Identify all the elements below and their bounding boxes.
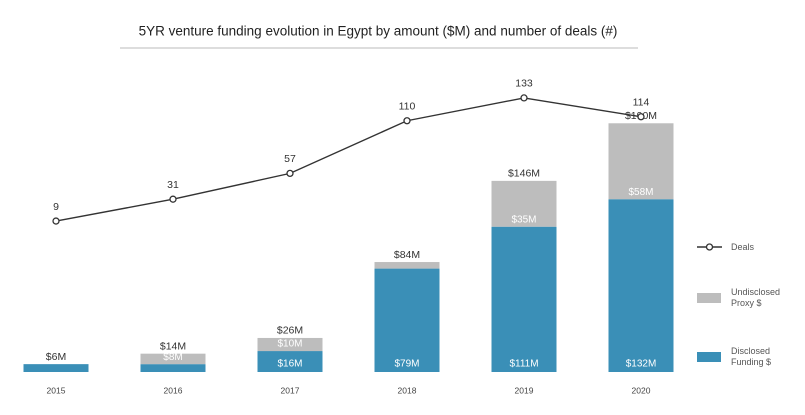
deals-point xyxy=(169,195,177,203)
deals-line xyxy=(55,97,642,222)
total-label: $26M xyxy=(277,325,303,337)
bar-segment xyxy=(23,364,89,372)
deals-label: 133 xyxy=(515,78,533,90)
deals-label: 9 xyxy=(53,201,59,213)
bar-segment xyxy=(257,337,323,352)
bar-segment xyxy=(491,180,557,227)
bar-segment xyxy=(140,353,206,365)
legend-swatch xyxy=(697,352,721,362)
deals-label: 57 xyxy=(284,153,296,165)
total-label: $146M xyxy=(508,168,540,180)
total-label: $84M xyxy=(394,249,420,261)
x-tick-label: 2018 xyxy=(398,385,417,395)
x-tick-label: 2019 xyxy=(515,385,534,395)
legend-label: Deals xyxy=(731,241,755,252)
segment-label: $79M xyxy=(394,359,419,370)
deals-point xyxy=(52,217,60,225)
legend-marker xyxy=(705,243,714,251)
deals-point xyxy=(520,94,528,102)
deals-point xyxy=(403,117,411,125)
deals-label: 31 xyxy=(167,179,179,191)
bar-segment xyxy=(608,199,674,372)
bar-segment xyxy=(608,123,674,200)
total-label: $14M xyxy=(160,340,186,352)
legend-label: Disclosed Funding $ xyxy=(731,346,772,367)
segment-label: $111M xyxy=(509,359,538,370)
chart-title: 5YR venture funding evolution in Egypt b… xyxy=(139,24,618,39)
bar-segment xyxy=(374,268,440,372)
x-tick-label: 2015 xyxy=(47,385,66,395)
segment-label: $35M xyxy=(511,214,536,225)
segment-label: $16M xyxy=(277,359,302,370)
deals-label: 114 xyxy=(633,97,650,109)
legend-swatch xyxy=(697,293,721,303)
x-tick-label: 2020 xyxy=(632,385,651,395)
legend-label: Undisclosed Proxy $ xyxy=(731,287,781,308)
deals-point xyxy=(637,113,645,121)
segment-label: $58M xyxy=(628,187,653,198)
bar-segment xyxy=(491,226,557,372)
x-tick-label: 2016 xyxy=(164,385,183,395)
deals-point xyxy=(286,169,294,178)
x-tick-label: 2017 xyxy=(281,385,300,395)
deals-label: 110 xyxy=(399,101,416,113)
bar-segment xyxy=(140,364,206,372)
segment-label: $10M xyxy=(277,339,302,350)
bar-segment xyxy=(257,351,323,372)
total-label: $6M xyxy=(46,351,66,363)
bar-segment xyxy=(374,262,440,269)
segment-label: $132M xyxy=(626,359,657,370)
segment-label: $8M xyxy=(163,352,182,363)
